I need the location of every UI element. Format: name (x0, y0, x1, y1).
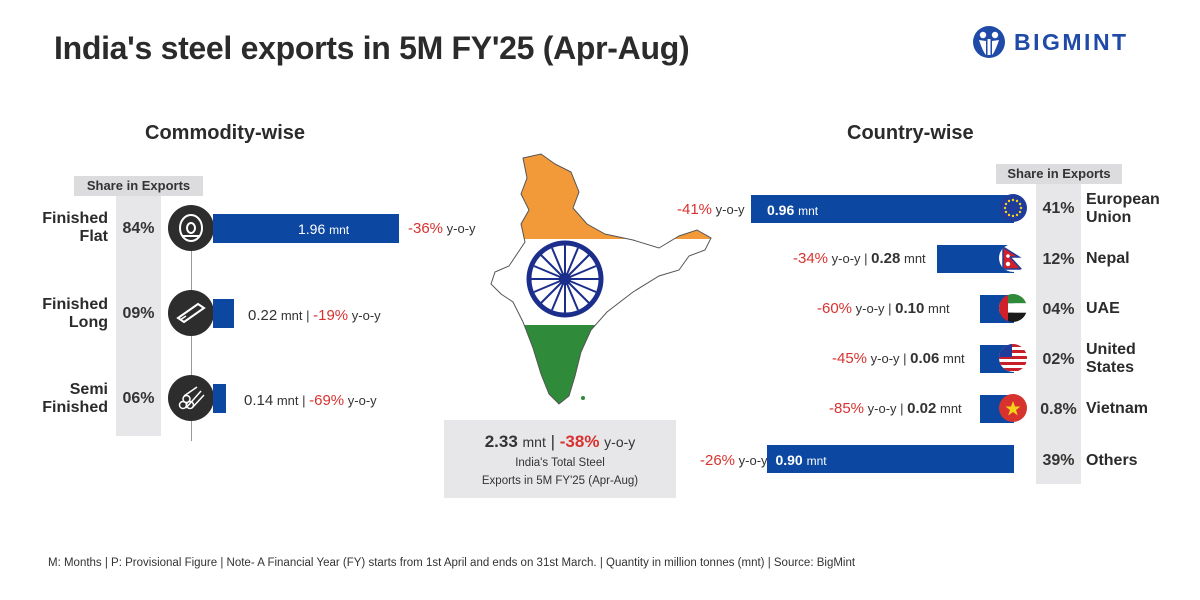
country-bar-label: 0.90 mnt (775, 452, 827, 468)
pipes-icon (168, 375, 214, 421)
brand-logo: BIGMINT (972, 22, 1162, 62)
commodity-yoy-flat: -36% y-o-y (408, 220, 476, 237)
country-label-usa: United States (1086, 341, 1136, 376)
commodity-share-column (116, 196, 161, 436)
commodity-annotation-semi: 0.14 mnt | -69% y-o-y (244, 392, 377, 409)
country-annotation-usa: -45% y-o-y | 0.06 mnt (832, 350, 965, 367)
india-map-icon (490, 153, 712, 405)
country-bar: 0.96 mnt (751, 195, 1014, 223)
commodity-bar-label: 1.96 mnt (298, 221, 350, 237)
bigmint-logo-icon (973, 26, 1005, 58)
commodity-label-semi: Semi Finished (42, 381, 108, 416)
commodity-share-header: Share in Exports (74, 176, 203, 196)
long-bars-icon (168, 290, 214, 336)
country-bar: 0.90 mnt (767, 445, 1014, 473)
country-share-uae: 04% (1042, 301, 1075, 318)
country-yoy-eu: -41% y-o-y (677, 201, 745, 218)
country-label-nepal: Nepal (1086, 250, 1130, 267)
commodity-annotation-long: 0.22 mnt | -19% y-o-y (248, 307, 381, 324)
country-label-others: Others (1086, 452, 1138, 469)
coil-icon (168, 205, 214, 251)
nepal-flag-icon (999, 244, 1027, 272)
brand-name: BIGMINT (1014, 28, 1129, 55)
country-yoy-others: -26% y-o-y (700, 452, 768, 469)
total-exports-box: 2.33 mnt | -38% y-o-y India's Total Stee… (444, 420, 676, 498)
country-share-eu: 41% (1042, 200, 1075, 217)
vietnam-flag-icon (999, 394, 1027, 422)
commodity-label-flat: Finished Flat (42, 210, 108, 245)
country-label-vietnam: Vietnam (1086, 400, 1148, 417)
commodity-bar (213, 384, 227, 413)
country-annotation-nepal: -34% y-o-y | 0.28 mnt (793, 250, 926, 267)
commodity-share-flat: 84% (122, 220, 155, 237)
commodity-bar: 1.96 mnt (213, 214, 399, 243)
country-heading: Country-wise (847, 122, 974, 144)
usa-flag-icon (999, 344, 1027, 372)
country-label-uae: UAE (1086, 300, 1120, 317)
uae-flag-icon (999, 294, 1027, 322)
commodity-share-long: 09% (122, 305, 155, 322)
country-annotation-vietnam: -85% y-o-y | 0.02 mnt (829, 400, 962, 417)
total-caption-line2: Exports in 5M FY'25 (Apr-Aug) (481, 475, 639, 487)
country-share-header: Share in Exports (996, 164, 1122, 184)
country-label-eu: European Union (1086, 191, 1160, 226)
commodity-share-semi: 06% (122, 390, 155, 407)
commodity-bar (213, 299, 234, 328)
country-share-nepal: 12% (1042, 251, 1075, 268)
commodity-heading: Commodity-wise (145, 122, 306, 144)
country-bar-label: 0.96 mnt (767, 202, 819, 218)
total-caption-line1: India's Total Steel (515, 457, 605, 469)
footer-note: M: Months | P: Provisional Figure | Note… (48, 557, 856, 569)
total-exports-value: 2.33 mnt | -38% y-o-y (484, 432, 636, 451)
commodity-label-long: Finished Long (42, 296, 108, 331)
country-share-column (1036, 184, 1081, 484)
country-annotation-uae: -60% y-o-y | 0.10 mnt (817, 300, 950, 317)
country-share-vietnam: 0.8% (1040, 401, 1077, 418)
page-title: India's steel exports in 5M FY'25 (Apr-A… (54, 30, 690, 66)
eu-flag-icon (999, 194, 1027, 222)
country-share-usa: 02% (1042, 351, 1075, 368)
country-share-others: 39% (1042, 452, 1075, 469)
